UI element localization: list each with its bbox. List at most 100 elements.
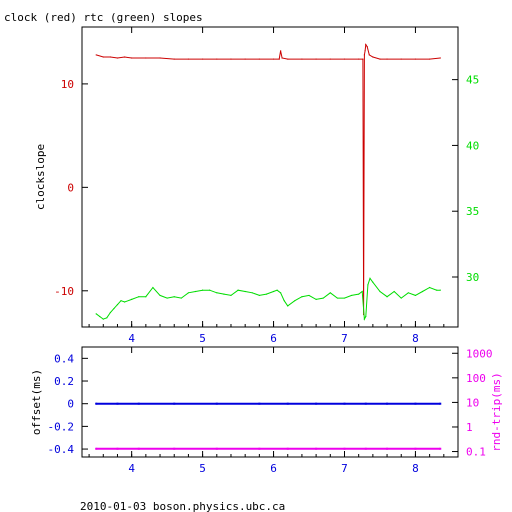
series-point-clock (272, 58, 275, 60)
series-point-clock (365, 43, 367, 46)
series-point-clock (343, 58, 346, 60)
top-plot-frame (81, 26, 459, 328)
series-point-rtc (315, 298, 317, 300)
series-point-offset (343, 402, 346, 405)
series-point-clock (368, 54, 370, 56)
bottom-y-ticks: -0.4 -0.2 0 0.2 0.4 (48, 352, 88, 456)
y2-tick-label: 45 (466, 74, 479, 87)
series-point-rtc (393, 290, 395, 293)
top-y-axis-label: clockslope (34, 144, 47, 210)
top-y2-ticks: 30 35 40 45 (452, 74, 479, 284)
footer-text: 2010-01-03 boson.physics.ubc.ca (80, 500, 285, 512)
series-point-rtc (223, 293, 225, 295)
top-x-ticks: 4 5 6 7 8 (88, 27, 445, 345)
series-point-clock (281, 57, 283, 59)
series-point-rtc (350, 294, 353, 297)
series-point-clock (95, 54, 97, 56)
series-point-rtc (358, 293, 360, 295)
series-point-rtc (109, 311, 111, 314)
series-point-rtc (372, 281, 374, 283)
bottom-y2-ticks: 0.1 1 10 100 1000 (452, 347, 493, 459)
series-point-rtc (230, 294, 232, 297)
series-point-rnd-trip (286, 447, 289, 450)
series-point-rtc (386, 296, 388, 298)
series-point-clock (379, 58, 381, 60)
series-point-clock (244, 58, 246, 60)
series-point-rtc (216, 292, 218, 294)
series-point-rtc (329, 292, 331, 294)
x-tick-label: 4 (128, 332, 135, 345)
series-point-rnd-trip (364, 447, 367, 450)
bottom-plot-frame (81, 346, 459, 458)
series-point-rnd-trip (343, 447, 346, 450)
series-point-rtc (276, 289, 278, 291)
series-point-rtc (367, 284, 369, 286)
series-point-rnd-trip (386, 447, 389, 450)
series-point-rtc (173, 296, 175, 298)
series-point-rtc (95, 313, 97, 315)
y2-tick-label: 0.1 (466, 446, 486, 459)
y-tick-label: 10 (61, 78, 74, 91)
series-point-clock (287, 58, 289, 60)
series-point-rtc (258, 294, 260, 297)
bottom-x-ticks: 4 5 6 7 8 (88, 347, 445, 475)
y2-tick-label: 10 (466, 396, 479, 409)
series-point-rtc (187, 292, 190, 294)
series-point-rnd-trip (95, 447, 98, 450)
series-point-rtc (237, 289, 239, 291)
series-line-rtc (95, 277, 441, 321)
series-point-rtc (414, 294, 417, 297)
series-point-rtc (202, 289, 204, 291)
series-point-clock (102, 56, 104, 58)
series-point-clock (439, 57, 441, 59)
y-tick-label: 0 (67, 181, 74, 194)
series-point-rtc (159, 294, 161, 297)
series-point-rtc (336, 297, 338, 299)
y2-tick-label: 100 (466, 372, 486, 385)
series-point-rtc (113, 307, 115, 310)
series-point-rtc (116, 304, 119, 306)
y-tick-label: 0.2 (54, 375, 74, 388)
series-point-clock (159, 57, 161, 59)
series-point-clock (400, 58, 402, 60)
series-point-rnd-trip (137, 447, 140, 450)
series-point-offset (414, 402, 417, 405)
series-point-clock (278, 58, 280, 60)
series-point-clock (109, 56, 111, 58)
y2-tick-label: 1000 (466, 347, 493, 360)
series-point-offset (286, 402, 289, 405)
x-tick-label: 7 (341, 462, 348, 475)
x-tick-label: 8 (412, 332, 419, 345)
x-tick-label: 6 (270, 462, 277, 475)
bottom-panel: 4 5 6 7 8 -0.4 -0.2 0 0.2 0.4 0.1 1 10 100 1000 offs… (30, 346, 503, 475)
y2-tick-label: 40 (466, 139, 479, 152)
top-y-ticks: -10 0 10 (54, 78, 88, 298)
series-point-clock (230, 58, 232, 60)
series-point-rtc (436, 289, 438, 291)
series-point-rtc (138, 296, 140, 298)
series-point-rnd-trip (258, 447, 261, 450)
series-point-clock (173, 58, 175, 60)
x-tick-label: 5 (199, 332, 206, 345)
series-point-rtc (265, 293, 268, 295)
series-point-clock (202, 58, 204, 60)
x-tick-label: 8 (412, 462, 419, 475)
series-point-rtc (120, 300, 122, 302)
y-tick-label: 0 (67, 398, 74, 411)
series-point-rtc (379, 290, 381, 293)
series-point-offset (439, 402, 442, 405)
series-point-offset (116, 402, 119, 405)
series-point-offset (258, 402, 261, 405)
series-point-rtc (369, 277, 371, 279)
series-point-rnd-trip (439, 447, 442, 450)
series-point-rtc (166, 297, 168, 299)
series-point-rtc (244, 290, 246, 293)
series-point-rtc (123, 301, 126, 303)
series-point-rnd-trip (215, 447, 218, 450)
series-point-clock (187, 58, 190, 60)
series-point-rtc (361, 290, 363, 293)
series-point-rtc (421, 290, 424, 293)
series-point-rtc (287, 305, 289, 307)
series-point-clock (364, 50, 366, 52)
